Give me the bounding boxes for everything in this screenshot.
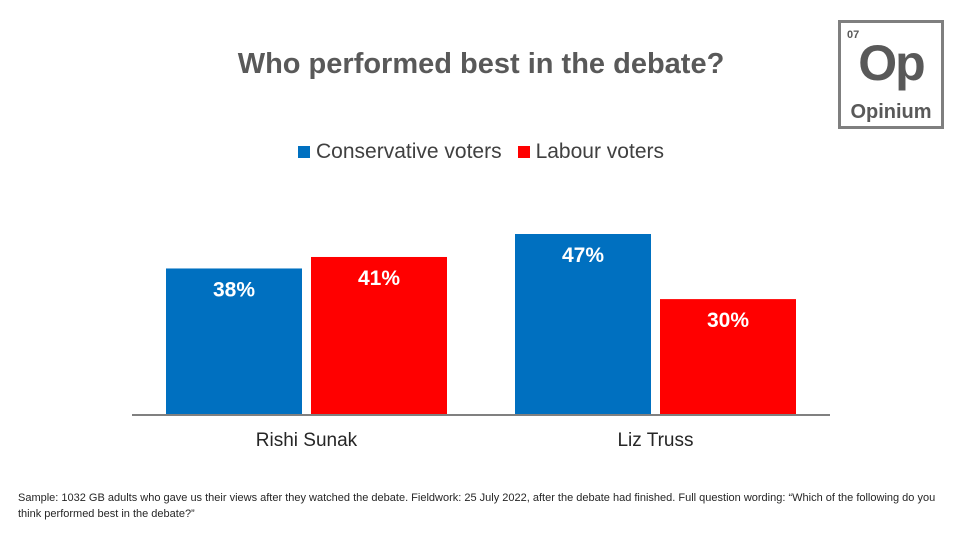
data-label-conservative-1: 38%: [213, 278, 255, 301]
logo-symbol: Op: [858, 35, 925, 91]
bar-conservative-2: [515, 234, 651, 414]
data-label-labour-1: 41%: [358, 267, 400, 290]
legend-swatch-labour: [517, 146, 530, 158]
logo-name: Opinium: [850, 101, 932, 123]
bar-labour-2: [660, 299, 796, 414]
legend-swatch-conservative: [298, 146, 310, 158]
logo-number: 07: [847, 29, 860, 41]
opinium-logo: 07 Op Opinium: [838, 20, 944, 129]
bar-labour-1: [311, 256, 447, 414]
category-label-2: Liz Truss: [617, 430, 693, 451]
data-label-conservative-2: 47%: [562, 244, 604, 267]
footnote: Sample: 1032 GB adults who gave us their…: [18, 492, 936, 520]
chart-title: Who performed best in the debate?: [237, 48, 725, 80]
category-label-1: Rishi Sunak: [256, 430, 358, 451]
legend-item-labour: Labour voters: [517, 140, 664, 164]
chart-legend: Conservative voters Labour voters: [0, 140, 962, 164]
legend-label-conservative: Conservative voters: [316, 140, 502, 163]
data-label-labour-2: 30%: [707, 309, 749, 332]
legend-label-labour: Labour voters: [535, 140, 664, 163]
legend-item-conservative: Conservative voters: [298, 140, 502, 164]
bar-conservative-1: [166, 268, 302, 414]
